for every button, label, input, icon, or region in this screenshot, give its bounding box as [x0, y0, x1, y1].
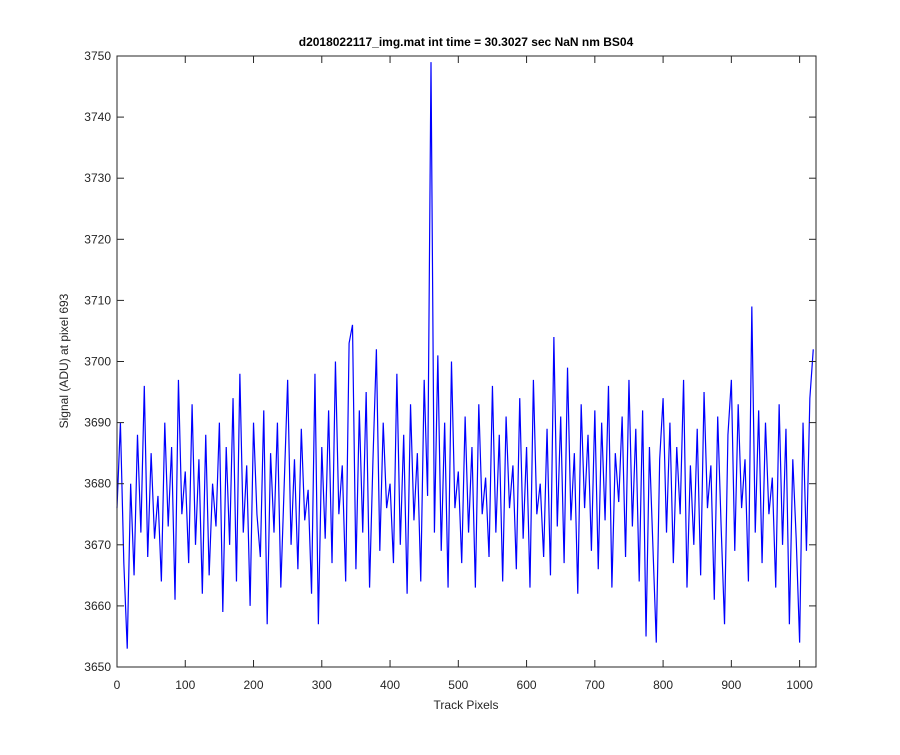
y-tick-label: 3700	[84, 355, 111, 369]
data-line	[116, 62, 814, 649]
x-axis-label: Track Pixels	[434, 698, 499, 712]
x-tick-label: 400	[380, 678, 400, 692]
x-tick-label: 900	[721, 678, 741, 692]
y-tick-label: 3690	[84, 416, 111, 430]
x-tick-label: 800	[653, 678, 673, 692]
x-tick-label: 200	[244, 678, 264, 692]
y-tick-label: 3660	[84, 599, 111, 613]
y-tick-label: 3740	[84, 110, 111, 124]
x-tick-label: 100	[175, 678, 195, 692]
y-tick-label: 3670	[84, 538, 111, 552]
y-axis-label: Signal (ADU) at pixel 693	[57, 293, 71, 428]
y-tick-label: 3750	[84, 49, 111, 63]
y-tick-label: 3680	[84, 477, 111, 491]
y-tick-label: 3730	[84, 171, 111, 185]
x-tick-label: 700	[585, 678, 605, 692]
x-tick-label: 300	[312, 678, 332, 692]
x-tick-label: 0	[114, 678, 121, 692]
chart-title: d2018022117_img.mat int time = 30.3027 s…	[299, 35, 634, 49]
y-tick-label: 3720	[84, 232, 111, 246]
y-tick-label: 3650	[84, 660, 111, 674]
x-tick-label: 1000	[786, 678, 813, 692]
x-tick-label: 600	[517, 678, 537, 692]
x-tick-label: 500	[448, 678, 468, 692]
y-tick-label: 3710	[84, 293, 111, 307]
